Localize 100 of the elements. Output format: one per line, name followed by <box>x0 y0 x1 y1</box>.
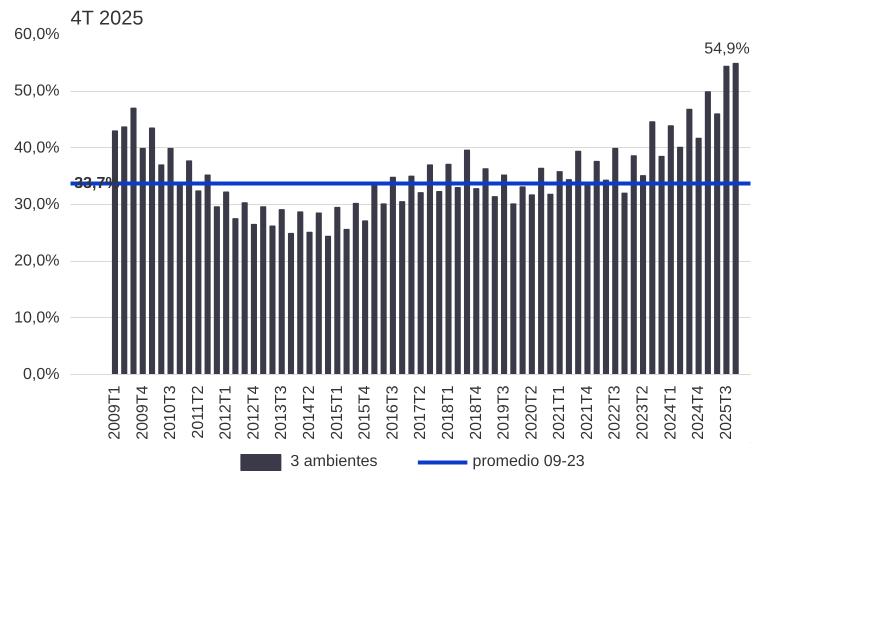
chart-title: 4T 2025 <box>70 8 144 30</box>
bar <box>436 190 442 374</box>
bar <box>418 192 424 374</box>
bar <box>566 179 572 374</box>
x-tick-label: 2017T2 <box>412 385 430 440</box>
bar <box>556 171 563 374</box>
bar <box>714 113 720 374</box>
bar <box>732 62 739 374</box>
bar <box>297 211 304 374</box>
bar <box>649 121 656 374</box>
data-label: 54,9% <box>704 40 750 58</box>
bar <box>242 202 248 374</box>
x-tick-label: 2022T3 <box>606 385 624 440</box>
annotation: 33,7% <box>74 175 120 192</box>
bar <box>344 228 350 374</box>
y-tick-label: 10,0% <box>14 309 60 326</box>
bar <box>269 226 276 374</box>
x-tick-label: 2009T1 <box>106 385 124 440</box>
bar <box>547 194 554 374</box>
bar <box>288 232 294 374</box>
bar <box>140 148 146 374</box>
bar <box>621 192 628 374</box>
bar <box>352 202 359 374</box>
bar <box>510 203 516 374</box>
bar <box>640 175 646 374</box>
bar <box>278 209 285 374</box>
bar <box>473 188 480 374</box>
x-tick-label: 2023T2 <box>634 385 652 440</box>
bar <box>668 125 674 374</box>
bar <box>362 220 368 374</box>
y-tick-label: 40,0% <box>14 139 60 156</box>
bar <box>250 224 257 374</box>
x-tick-label: 2013T3 <box>273 385 290 440</box>
bar <box>158 164 164 374</box>
bar <box>121 126 128 374</box>
bar <box>658 156 665 374</box>
bar <box>492 196 498 374</box>
x-tick-label: 2021T1 <box>551 385 568 440</box>
bar <box>686 108 692 374</box>
x-tick-label: 2015T4 <box>356 385 374 440</box>
bar <box>538 168 544 374</box>
bar <box>482 168 489 374</box>
bar <box>316 212 322 374</box>
bar <box>399 201 406 374</box>
x-tick-label: 2024T4 <box>690 385 708 440</box>
bar <box>306 232 313 374</box>
x-tick-label: 2011T2 <box>190 385 207 439</box>
bar <box>334 206 340 374</box>
bar <box>232 218 238 374</box>
bar <box>704 91 711 374</box>
bar <box>602 180 610 374</box>
x-tick-label: 2012T1 <box>218 385 235 440</box>
x-tick-label: 2018T1 <box>440 385 457 440</box>
bar <box>677 146 684 374</box>
bar <box>148 128 156 374</box>
bar <box>426 164 434 374</box>
bar <box>454 187 461 374</box>
bar <box>325 236 332 374</box>
bar <box>260 206 266 374</box>
bar <box>168 148 174 374</box>
legend-label: 3 ambientes <box>290 453 378 471</box>
bar <box>528 194 535 374</box>
bar <box>594 160 600 374</box>
x-tick-label: 2020T2 <box>523 385 540 440</box>
bar <box>408 176 414 374</box>
bar <box>371 184 378 374</box>
bar <box>445 164 452 374</box>
y-tick-label: 0,0% <box>23 366 60 383</box>
x-tick-label: 2016T3 <box>384 385 402 440</box>
x-tick-label: 2021T4 <box>578 385 596 440</box>
x-tick-label: 2015T1 <box>328 385 346 440</box>
y-tick-label: 50,0% <box>14 82 60 100</box>
bar <box>380 203 387 374</box>
bar <box>575 150 582 374</box>
y-tick-label: 20,0% <box>14 252 60 270</box>
bar <box>612 148 618 374</box>
bar <box>696 138 702 374</box>
y-tick-label: 30,0% <box>14 196 60 213</box>
bar <box>130 108 137 374</box>
bar <box>186 160 192 374</box>
x-tick-label: 2018T4 <box>468 385 485 440</box>
x-tick-label: 2010T3 <box>162 385 180 440</box>
bar <box>464 150 470 374</box>
x-tick-label: 2024T1 <box>662 385 680 440</box>
bar <box>520 186 526 374</box>
x-tick-label: 2019T3 <box>496 385 513 440</box>
bar <box>214 206 220 374</box>
x-tick-label: 2014T2 <box>301 385 318 440</box>
bar <box>723 66 730 374</box>
legend-label: promedio 09-23 <box>472 453 585 471</box>
bar <box>501 174 508 374</box>
x-tick-label: 2025T3 <box>718 385 735 440</box>
bar <box>223 192 230 374</box>
bar <box>584 184 590 374</box>
y-tick-label: 60,0% <box>14 26 60 43</box>
x-tick-label: 2009T4 <box>134 385 152 440</box>
x-tick-label: 2012T4 <box>245 385 262 440</box>
bar <box>630 155 637 374</box>
bar <box>204 174 211 374</box>
bar <box>390 176 396 374</box>
